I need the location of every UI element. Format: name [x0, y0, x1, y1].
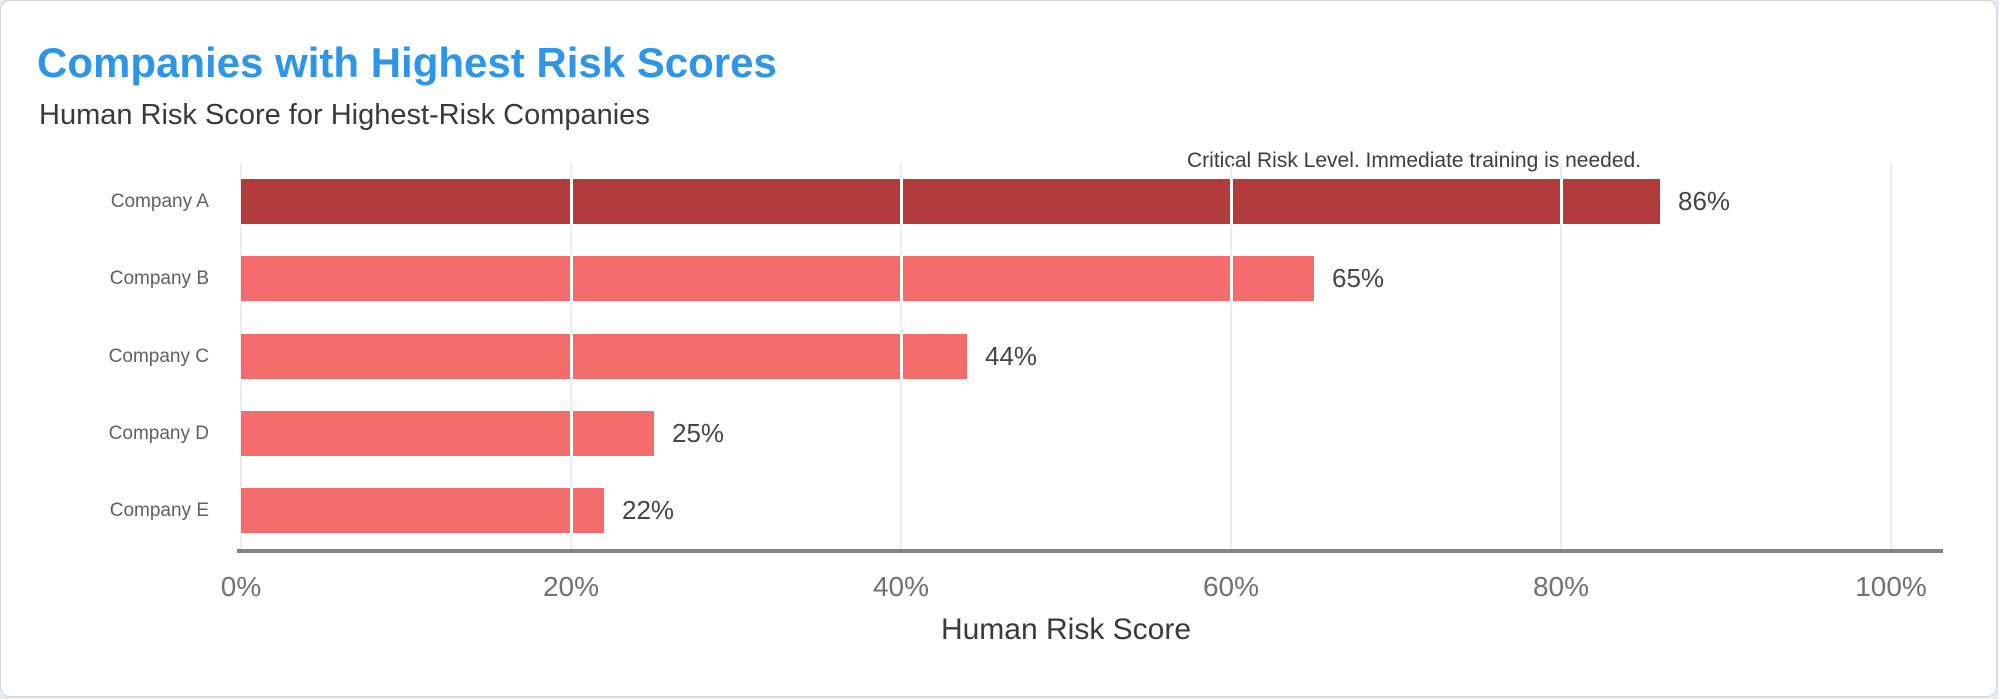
y-category-label: Company E [109, 500, 209, 521]
gridline-60 [1230, 163, 1232, 549]
x-tick-label: 20% [542, 571, 600, 602]
chart-subtitle: Human Risk Score for Highest-Risk Compan… [39, 99, 650, 131]
chart-title: Companies with Highest Risk Scores [37, 39, 777, 86]
y-category-label: Company B [109, 268, 209, 289]
bar-gridline-overlay [569, 488, 573, 533]
y-category-label: Company A [110, 191, 209, 212]
gridline-100 [1890, 163, 1892, 549]
bar-company-c [241, 334, 967, 379]
bar-gridline-overlay [569, 334, 573, 379]
bar-company-d [241, 411, 654, 456]
bar-gridline-overlay [899, 334, 903, 379]
bar-gridline-overlay [569, 256, 573, 301]
x-tick-label: 0% [220, 571, 262, 602]
bar-gridline-overlay [569, 179, 573, 224]
bar-gridline-overlay [1559, 179, 1563, 224]
gridline-80 [1560, 163, 1562, 549]
y-category-label: Company D [108, 423, 209, 444]
x-tick-label: 100% [1855, 571, 1927, 602]
bar-company-b [241, 256, 1314, 301]
bar-gridline-overlay [899, 256, 903, 301]
x-tick-label: 40% [872, 571, 930, 602]
x-tick-label: 80% [1532, 571, 1590, 602]
bar-gridline-overlay [1229, 179, 1233, 224]
x-axis-title: Human Risk Score [940, 613, 1192, 646]
bar-value-label: 44% [985, 341, 1038, 371]
x-axis-line [237, 549, 1943, 553]
bar-gridline-overlay [569, 411, 573, 456]
x-tick-label: 60% [1202, 571, 1260, 602]
bar-gridline-overlay [1229, 256, 1233, 301]
y-category-label: Company C [108, 346, 209, 367]
bar-company-a [241, 179, 1660, 224]
bar-value-label: 65% [1332, 263, 1385, 293]
bar-gridline-overlay [899, 179, 903, 224]
bar-company-e [241, 488, 604, 533]
chart-annotation: Critical Risk Level. Immediate training … [1187, 149, 1642, 172]
bar-value-label: 22% [622, 495, 675, 525]
bar-value-label: 25% [672, 418, 725, 448]
bar-value-label: 86% [1678, 186, 1731, 216]
